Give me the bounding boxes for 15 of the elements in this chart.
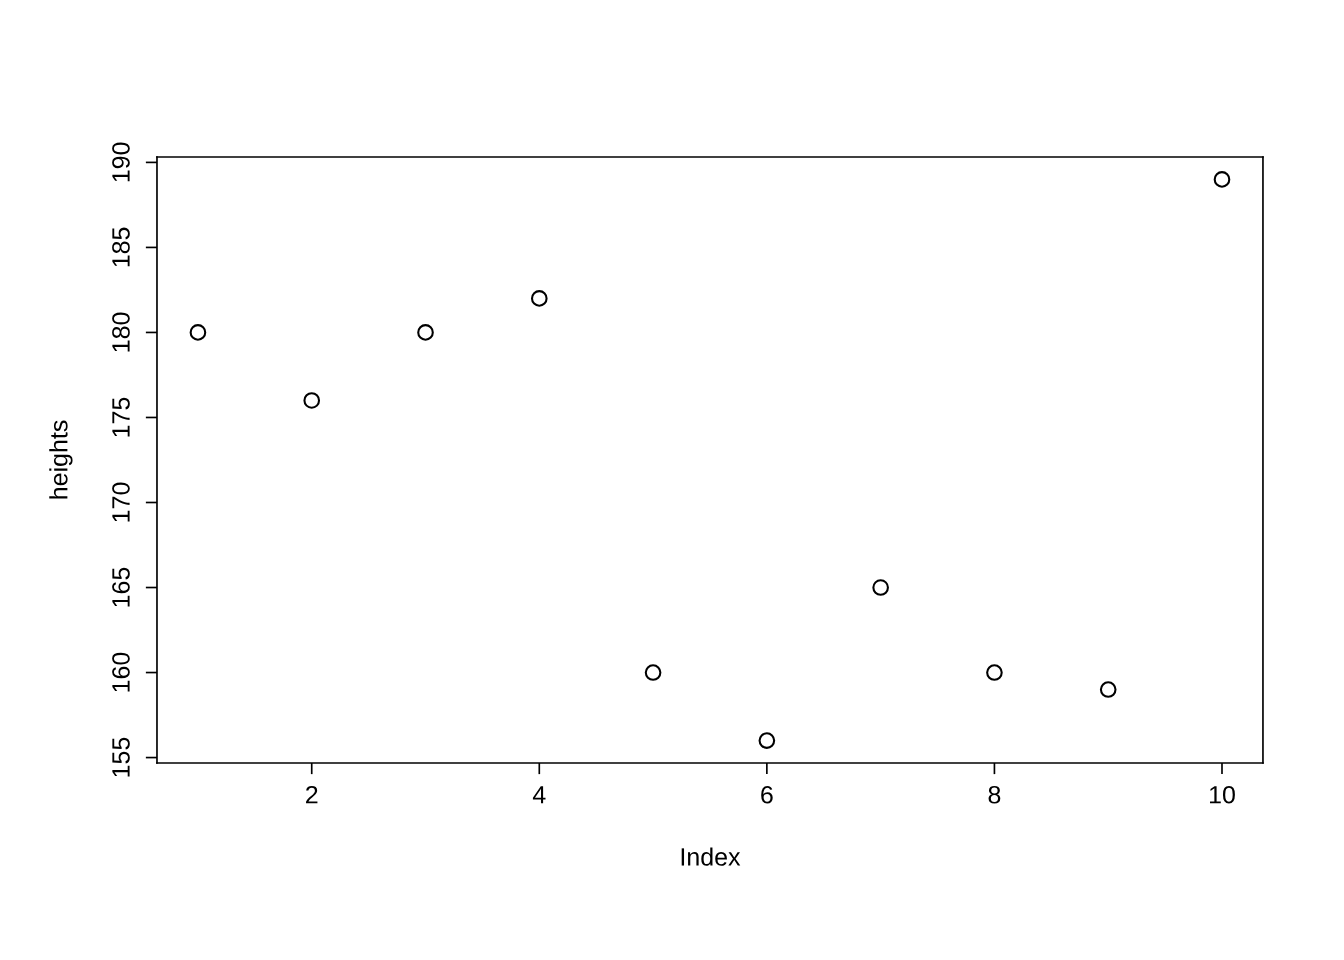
- y-tick-label: 185: [112, 227, 130, 267]
- y-tick-label: 160: [112, 652, 130, 692]
- y-tick-label: 155: [112, 737, 130, 777]
- x-axis-title: Index: [681, 847, 741, 866]
- x-tick-label: 6: [761, 785, 773, 804]
- y-tick-label: 180: [112, 312, 130, 352]
- y-tick-label: 175: [112, 397, 130, 437]
- y-axis-title: heights: [49, 420, 73, 499]
- x-tick-label: 4: [532, 786, 546, 804]
- y-tick-label: 190: [112, 142, 130, 182]
- x-tick-label: 10: [1210, 785, 1235, 804]
- y-tick-label: 170: [112, 482, 130, 522]
- y-tick-label: 165: [112, 567, 130, 607]
- x-tick-label: 2: [306, 785, 318, 804]
- x-tick-label: 8: [988, 785, 1001, 804]
